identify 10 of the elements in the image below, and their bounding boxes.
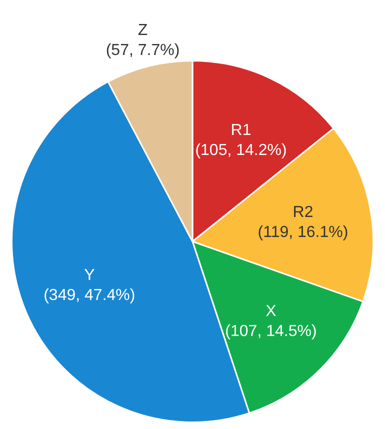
data-label: (119, 16.1%) [258, 224, 348, 242]
slice-label: R1 [230, 122, 252, 139]
slice-label: X [266, 302, 277, 320]
data-label: (57, 7.7%) [106, 42, 180, 60]
data-label: (105, 14.2%) [195, 142, 287, 159]
data-label: (107, 14.5%) [225, 322, 317, 340]
slice-label: R2 [292, 204, 314, 222]
slice-label: Y [84, 266, 96, 284]
slice-label: Z [138, 22, 148, 40]
data-label: (349, 47.4%) [44, 286, 136, 304]
